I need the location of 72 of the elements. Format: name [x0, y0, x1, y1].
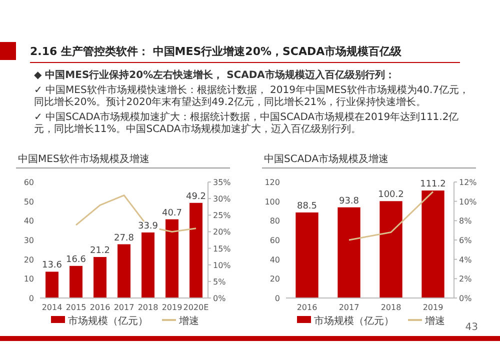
bar	[338, 207, 360, 298]
y-tick-label: 100	[264, 197, 280, 206]
legend-label: 增速	[178, 315, 199, 327]
data-label: 40.7	[162, 208, 182, 218]
y-tick-label: 50	[24, 197, 34, 206]
bar	[296, 212, 318, 298]
y-tick-label: 60	[24, 178, 34, 187]
y-tick-label: 10	[24, 274, 34, 284]
data-label: 27.8	[114, 233, 134, 244]
data-label: 88.5	[296, 201, 318, 212]
y2-tick-label: 20%	[213, 228, 232, 237]
y2-tick-label: 15%	[213, 244, 232, 254]
legend-label: 市场规模（亿元）	[314, 315, 394, 327]
x-tick-label: 2016	[90, 303, 110, 312]
y2-tick-label: 0%	[459, 294, 472, 303]
y2-tick-label: 2%	[459, 274, 472, 284]
y2-tick-label: 10%	[213, 260, 232, 270]
data-label: 16.6	[66, 254, 86, 265]
bar	[422, 190, 444, 298]
x-tick-label: 2019	[422, 303, 444, 312]
y-tick-label: 0	[274, 294, 280, 303]
y-tick-label: 20	[270, 274, 280, 284]
y-tick-label: 60	[270, 236, 280, 245]
y-tick-label: 120	[264, 178, 280, 187]
text: ✓ 中国MES软件市场规模快速增长：根据统计数据， 2019年中国MES软件市场规模为40.7亿元，同比增长20%。预计2020年末有望达到49.2亿元，同比增长21%，行业保持快速增长。	[34, 85, 470, 109]
y2-tick-label: 6%	[459, 236, 472, 245]
y2-tick-label: 8%	[459, 216, 472, 226]
bar	[94, 257, 106, 298]
y2-tick-label: 25%	[213, 211, 232, 220]
x-tick-label: 2018	[138, 303, 158, 312]
y2-tick-label: 35%	[213, 178, 232, 187]
text: 2.16 生产管控类软件： 中国MES行业增速20%，SCADA市场规模百亿级	[30, 44, 460, 63]
text: ✓ 中国SCADA市场规模加速扩大：根据统计数据，中国SCADA市场规模在2019年达到111.2亿元，同比增长11%。中国SCADA市场规模加速扩大，迈入百亿级别行列。	[34, 112, 460, 136]
data-label: 111.2	[420, 180, 446, 190]
x-tick-label: 2016	[296, 303, 318, 312]
data-label: 13.6	[42, 260, 62, 271]
x-tick-label: 2019	[162, 303, 182, 312]
bar	[46, 272, 58, 298]
data-label: 49.2	[186, 192, 206, 202]
bar	[70, 266, 82, 298]
data-label: 93.8	[338, 196, 360, 206]
y-tick-label: 80	[270, 216, 280, 226]
chart-title: 中国SCADA市场规模及增速	[264, 153, 389, 165]
y2-tick-label: 5%	[213, 277, 226, 286]
y-tick-label: 40	[270, 255, 280, 264]
bar	[118, 244, 130, 298]
bar	[380, 201, 402, 298]
x-tick-label: 2017	[114, 303, 134, 312]
legend-label: 市场规模（亿元）	[68, 315, 148, 327]
text: 43	[465, 322, 478, 333]
chart-title: 中国MES软件市场规模及增速	[18, 153, 150, 165]
x-tick-label: 2017	[338, 303, 360, 312]
y2-tick-label: 10%	[459, 197, 478, 206]
y-tick-label: 30	[24, 236, 34, 245]
y-tick-label: 0	[28, 294, 34, 303]
y2-tick-label: 0%	[213, 294, 226, 303]
x-tick-label: 2020E	[183, 303, 209, 312]
bar	[190, 202, 202, 298]
data-label: 100.2	[378, 190, 404, 200]
bar	[142, 232, 154, 298]
bar	[166, 219, 178, 298]
y-tick-label: 40	[24, 216, 34, 226]
y2-tick-label: 30%	[213, 194, 232, 204]
x-tick-label: 2014	[42, 303, 62, 312]
data-label: 21.2	[90, 246, 110, 256]
text: ◆ 中国MES行业保持20%左右快速增长， SCADA市场规模迈入百亿级别行列：	[34, 70, 396, 82]
y2-tick-label: 12%	[459, 178, 478, 187]
y2-tick-label: 4%	[459, 255, 472, 264]
y-tick-label: 20	[24, 255, 34, 264]
legend-label: 增速	[424, 315, 445, 327]
x-tick-label: 2015	[66, 303, 86, 312]
x-tick-label: 2018	[380, 303, 402, 312]
